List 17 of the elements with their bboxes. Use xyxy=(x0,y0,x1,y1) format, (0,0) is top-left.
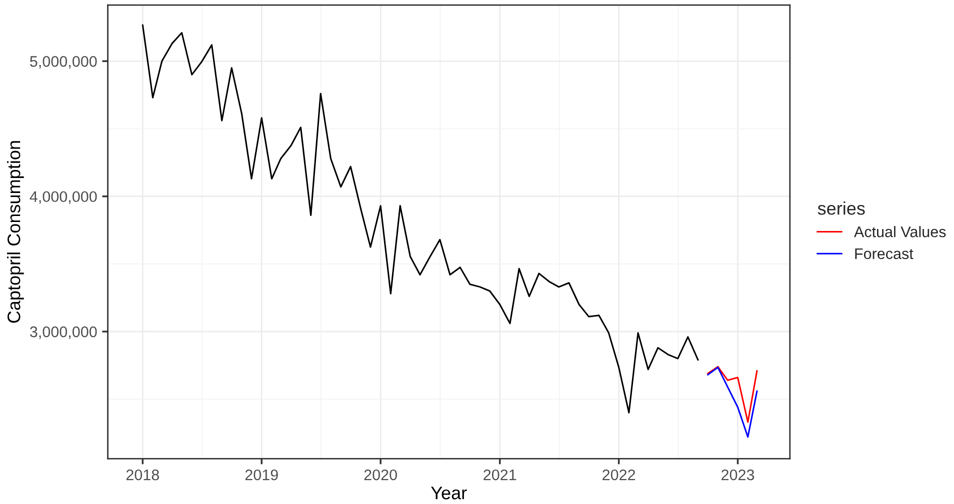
y-tick-label: 4,000,000 xyxy=(30,191,97,204)
x-tick-label: 2023 xyxy=(722,469,754,480)
x-axis-title: Year xyxy=(431,486,467,500)
x-tick-label: 2018 xyxy=(126,469,160,480)
line-series xyxy=(142,24,699,414)
line-series xyxy=(707,366,758,438)
y-tick-label: 3,000,000 xyxy=(30,326,97,340)
x-tick-label: 2022 xyxy=(602,469,636,480)
legend-title: series xyxy=(818,202,865,215)
legend-label: Forecast xyxy=(855,248,914,260)
x-tick-label: 2021 xyxy=(484,469,516,480)
x-tick-label: 2019 xyxy=(245,469,278,480)
legend-label: Actual Values xyxy=(854,226,946,238)
y-tick-label: 5,000,000 xyxy=(30,56,97,69)
x-tick-label: 2020 xyxy=(364,469,397,480)
y-axis-title: Captopril Consumption xyxy=(7,141,24,323)
line-series xyxy=(707,366,758,423)
